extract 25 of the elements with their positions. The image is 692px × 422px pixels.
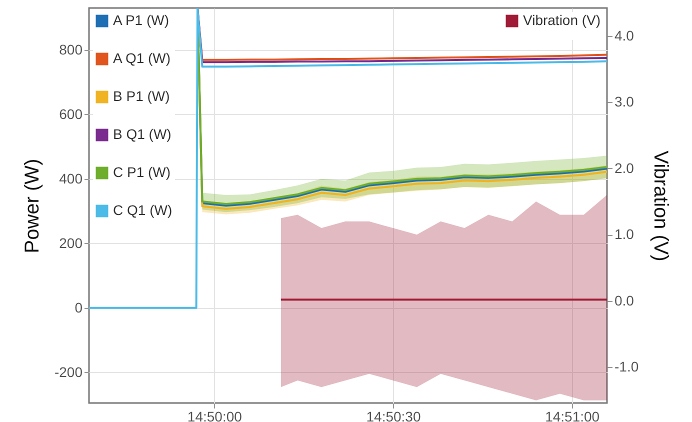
y2-tick-label: 2.0 <box>614 160 634 176</box>
y2-tick-label: 4.0 <box>614 27 634 44</box>
y2-axis-title: Vibration (V) <box>650 150 672 262</box>
y-tick-label: -200 <box>54 364 83 380</box>
x-tick-label: 14:50:30 <box>366 408 421 422</box>
y2-tick-label: 1.0 <box>614 226 634 242</box>
legend-label: C Q1 (W) <box>113 202 172 218</box>
legend-label: Vibration (V) <box>523 12 601 28</box>
y-tick-label: 800 <box>59 41 83 58</box>
legend-label: B P1 (W) <box>113 88 170 104</box>
x-tick-label: 14:51:00 <box>545 408 600 422</box>
y-tick-label: 200 <box>59 234 83 251</box>
y-tick-label: 0 <box>74 299 83 316</box>
legend-label: C P1 (W) <box>113 164 171 180</box>
line-series <box>89 8 607 309</box>
legend-label: A Q1 (W) <box>113 50 171 66</box>
legend-label: B Q1 (W) <box>113 126 172 142</box>
y2-tick-label: 0.0 <box>614 292 634 308</box>
y-axis-title: Power (W) <box>21 158 44 254</box>
y2-tick-label: 3.0 <box>614 94 634 110</box>
y2-tick-label: -1.0 <box>614 358 639 375</box>
y-tick-label: 600 <box>59 106 83 122</box>
y-tick-label: 400 <box>59 170 83 186</box>
x-tick-label: 14:50:00 <box>187 408 242 422</box>
legend-label: A P1 (W) <box>113 12 170 28</box>
